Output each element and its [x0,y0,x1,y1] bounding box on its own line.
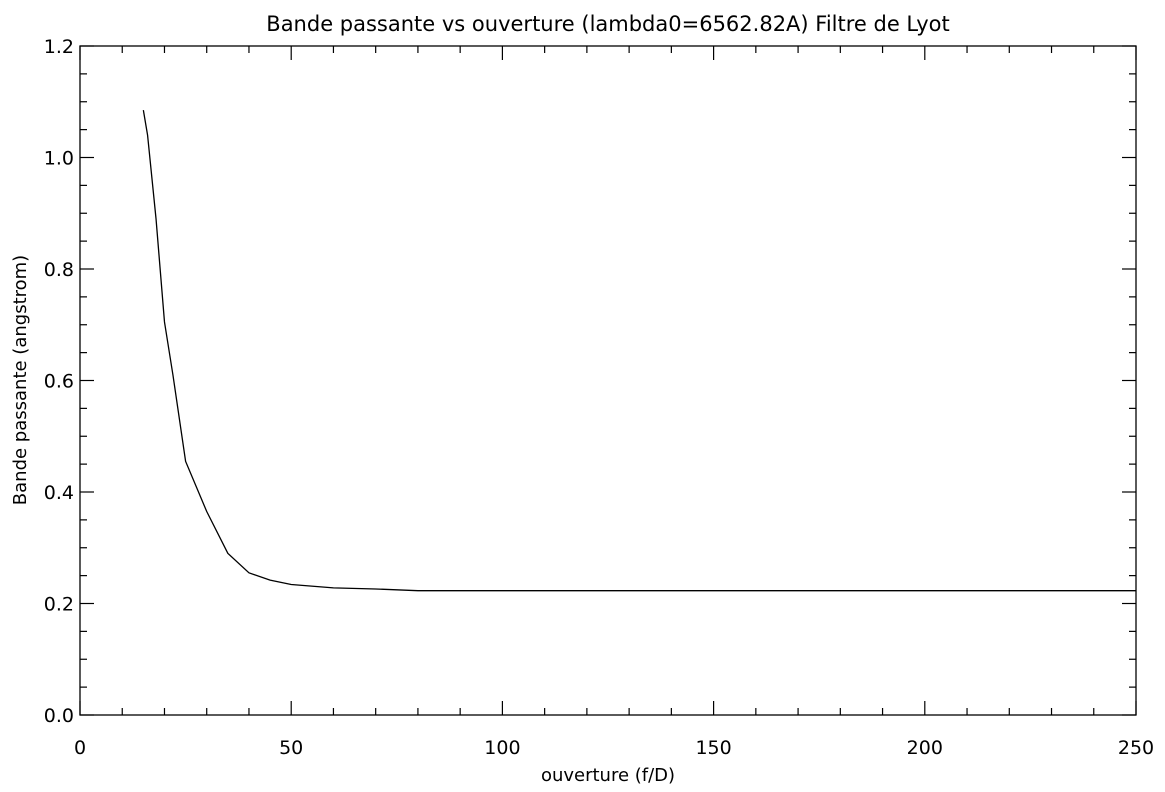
x-tick-label: 150 [695,737,731,759]
y-axis-label: Bande passante (angstrom) [10,255,31,505]
chart-title: Bande passante vs ouverture (lambda0=656… [266,12,949,36]
x-tick-label: 250 [1118,737,1154,759]
y-tick-label: 0.4 [44,482,74,504]
y-tick-label: 0.6 [44,371,74,393]
x-axis-tick-labels: 0 50 100 150 200 250 [74,737,1154,759]
plot-frame [79,45,1137,716]
y-tick-label: 0.0 [44,705,74,727]
y-tick-label: 0.2 [44,594,74,616]
x-tick-label: 100 [484,737,520,759]
x-tick-label: 50 [279,737,303,759]
x-axis-ticks [79,46,1137,715]
x-axis-label: ouverture (f/D) [541,765,675,786]
x-tick-label: 0 [74,737,86,759]
x-tick-label: 200 [907,737,943,759]
y-axis-tick-labels: 0.0 0.2 0.4 0.6 0.8 1.0 1.2 [44,36,74,727]
series-line [142,110,1136,592]
y-tick-label: 0.8 [44,259,74,281]
y-tick-label: 1.2 [44,36,74,58]
y-axis-ticks [80,45,1136,716]
y-tick-label: 1.0 [44,148,74,170]
